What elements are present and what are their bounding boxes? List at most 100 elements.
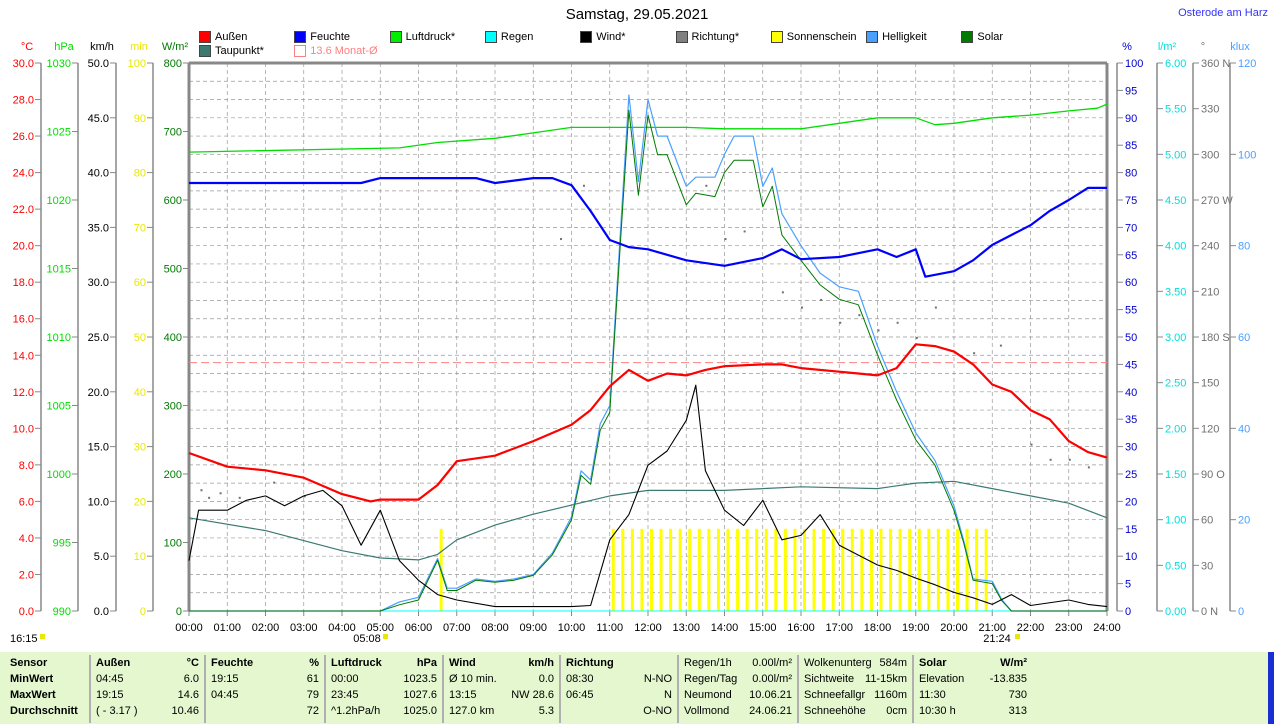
- x-tick-label: 16:00: [787, 622, 815, 634]
- legend-item[interactable]: Helligkeit: [866, 31, 927, 43]
- wind-direction-point: [705, 184, 708, 187]
- axis-tick-label-wind: 15.0: [88, 442, 109, 454]
- stats-row: Sensor: [10, 655, 84, 671]
- x-tick-label: 10:00: [558, 622, 586, 634]
- stats-row: 06:45 N: [566, 687, 672, 703]
- legend-label: Feuchte: [310, 31, 351, 43]
- stats-row: 11:30 730: [919, 687, 1027, 703]
- wind-direction-point: [303, 495, 306, 498]
- stats-value: 1023.5: [403, 673, 437, 685]
- sunset-marker: [1015, 634, 1020, 639]
- sunshine-bar: [774, 528, 778, 611]
- axis-tick-label-press: 1025: [47, 127, 71, 139]
- axis-tick-label-rain: 4.50: [1165, 195, 1186, 207]
- legend-item[interactable]: Feuchte: [294, 31, 350, 43]
- stats-row: Vollmond 24.06.21: [684, 703, 792, 719]
- legend-swatch: [675, 31, 688, 43]
- legend-swatch: [389, 31, 402, 43]
- wind-direction-point: [238, 496, 241, 499]
- axis-tick-label-sun: 80: [134, 168, 146, 180]
- axis-tick-label-solar: 700: [164, 127, 182, 139]
- sunshine-bar: [936, 528, 940, 611]
- legend-item[interactable]: Taupunkt*: [199, 45, 264, 57]
- axis-tick-label-dir: 270 W: [1201, 195, 1233, 207]
- axis-tick-label-temp: 30.0: [13, 58, 34, 70]
- x-tick-label: 22:00: [1017, 622, 1045, 634]
- sunshine-bar: [812, 528, 816, 611]
- location-label[interactable]: Osterode am Harz: [1178, 7, 1268, 19]
- legend-item[interactable]: Regen: [484, 31, 533, 43]
- stats-label: ^1.2hPa/h: [331, 705, 381, 717]
- legend-item[interactable]: Sonnenschein: [770, 31, 857, 43]
- legend-item[interactable]: Solar: [961, 31, 1003, 43]
- legend-label: Taupunkt*: [215, 45, 264, 57]
- axis-tick-label-dir: 210: [1201, 286, 1219, 298]
- axis-tick-label-dir: 30: [1201, 560, 1213, 572]
- axis-tick-label-press: 1000: [47, 469, 71, 481]
- stats-column: Richtung 08:30 N-NO 06:45 N O-NO: [559, 655, 677, 723]
- stats-value: O-NO: [643, 705, 672, 717]
- axis-tick-label-temp: 28.0: [13, 95, 34, 107]
- wind-direction-point: [582, 184, 585, 187]
- stats-value: 1027.6: [403, 689, 437, 701]
- sunshine-bar: [860, 528, 864, 611]
- current-time-label: 16:15: [10, 633, 38, 645]
- legend-item[interactable]: Richtung*: [675, 31, 739, 43]
- axis-tick-label-solar: 500: [164, 264, 182, 276]
- sunshine-bar: [927, 528, 931, 611]
- axis-tick-label-temp: 26.0: [13, 131, 34, 143]
- stats-value: 11-15km: [865, 673, 907, 685]
- stats-row: 13:15 NW 28.6: [449, 687, 554, 703]
- axis-tick-label-hum: 75: [1125, 195, 1137, 207]
- axis-tick-label-lux: 40: [1238, 423, 1250, 435]
- legend-item[interactable]: Außen: [199, 31, 247, 43]
- axis-tick-label-sun: 0: [140, 606, 146, 618]
- axis-tick-label-dir: 0 N: [1201, 606, 1218, 618]
- stats-row: ^1.2hPa/h 1025.0: [331, 703, 437, 719]
- legend-swatch: [199, 31, 211, 43]
- stats-label: 13:15: [449, 689, 477, 701]
- axis-tick-label-hum: 0: [1125, 606, 1131, 618]
- stats-label: Regen/Tag: [684, 673, 738, 685]
- axis-tick-label-press: 995: [53, 538, 71, 550]
- stats-label: Durchschnitt: [10, 705, 78, 717]
- axis-tick-label-hum: 5: [1125, 579, 1131, 591]
- axis-tick-label-rain: 1.00: [1165, 515, 1186, 527]
- wind-direction-point: [1030, 443, 1033, 446]
- stats-value: 72: [306, 705, 319, 717]
- sunshine-bar: [659, 528, 663, 611]
- wind-direction-point: [1068, 458, 1071, 461]
- axis-tick-label-wind: 25.0: [88, 332, 109, 344]
- legend-item[interactable]: Luftdruck*: [389, 31, 455, 43]
- stats-value: km/h: [528, 657, 554, 669]
- stats-column: Wind km/h Ø 10 min. 0.0 13:15 NW 28.6 127.0 km…: [442, 655, 559, 723]
- stats-label: ( - 3.17 ): [96, 705, 138, 717]
- legend-swatch: [866, 31, 879, 43]
- sunshine-bar: [621, 528, 625, 611]
- stats-row: Neumond 10.06.21: [684, 687, 792, 703]
- x-tick-label: 06:00: [405, 622, 433, 634]
- axis-tick-label-press: 1005: [47, 401, 71, 413]
- wind-direction-point: [1049, 458, 1052, 461]
- stats-row: Wind km/h: [449, 655, 554, 671]
- x-tick-label: 17:00: [825, 622, 853, 634]
- x-tick-label: 19:00: [902, 622, 930, 634]
- axis-tick-label-temp: 12.0: [13, 387, 34, 399]
- stats-value: 24.06.21: [749, 705, 792, 717]
- legend-label: Helligkeit: [882, 31, 927, 43]
- axis-tick-label-solar: 0: [176, 606, 182, 618]
- legend-item[interactable]: Wind*: [580, 31, 626, 43]
- legend-item[interactable]: 13.6 Monat-Ø: [294, 45, 378, 57]
- stats-value: 6.0: [183, 673, 199, 685]
- axis-tick-label-wind: 5.0: [94, 551, 109, 563]
- axis-tick-label-rain: 0.50: [1165, 560, 1186, 572]
- series-wind: [188, 384, 1108, 608]
- x-tick-label: 18:00: [864, 622, 892, 634]
- scrollbar[interactable]: [1268, 652, 1274, 724]
- axis-unit-temp: °C: [21, 41, 33, 53]
- axis-unit-lux: klux: [1230, 41, 1250, 53]
- axis-tick-label-hum: 60: [1125, 277, 1137, 289]
- axis-tick-label-hum: 90: [1125, 113, 1137, 125]
- legend-swatch: [580, 31, 593, 43]
- stats-row: Schneefallgr 1160m: [804, 687, 907, 703]
